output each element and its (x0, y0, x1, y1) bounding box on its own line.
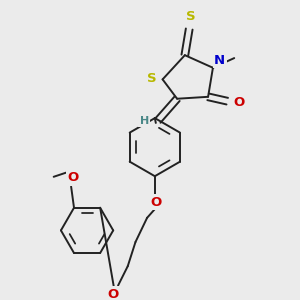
Text: O: O (68, 171, 79, 184)
Text: H: H (140, 116, 149, 126)
Text: N: N (214, 53, 225, 67)
Text: O: O (233, 96, 245, 109)
Text: S: S (186, 10, 196, 23)
Text: S: S (147, 72, 157, 85)
Text: O: O (150, 196, 161, 209)
Text: O: O (108, 288, 119, 300)
